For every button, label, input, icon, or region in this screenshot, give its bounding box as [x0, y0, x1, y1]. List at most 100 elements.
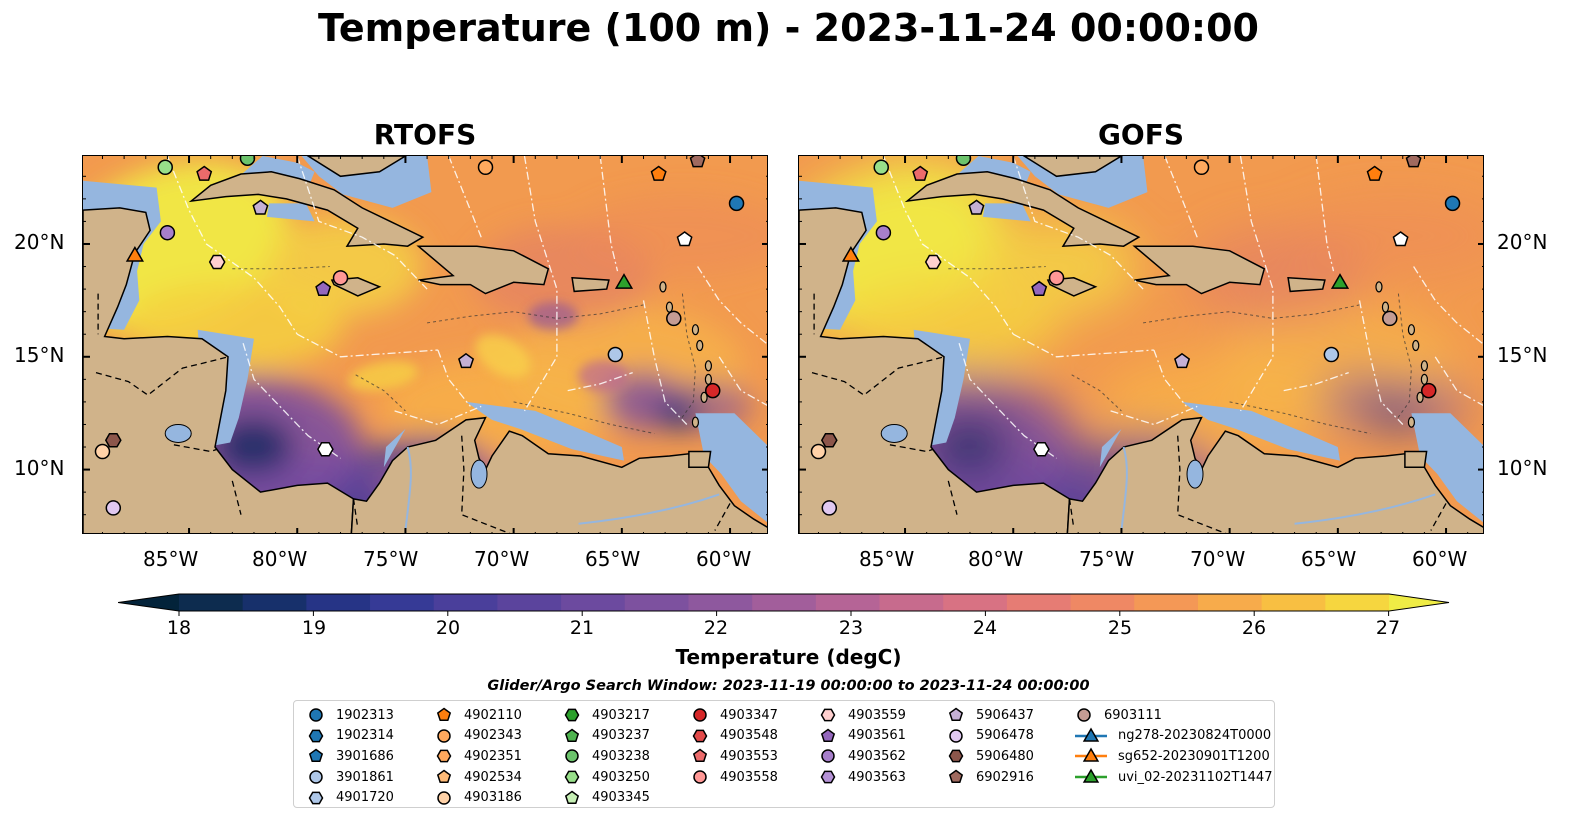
island	[1407, 324, 1416, 336]
lon-label-80w-right: 80°W	[968, 547, 1024, 571]
continental-shelf	[1411, 413, 1483, 523]
land-southAmerica	[350, 416, 767, 533]
legend-circle-icon	[437, 729, 451, 743]
island	[1375, 281, 1383, 293]
legend-item-label: ng278-20230824T0000	[1118, 728, 1272, 744]
legend-hexagon-icon	[308, 729, 324, 743]
eddy	[578, 360, 628, 392]
argo-float-marker	[317, 442, 334, 457]
legend-item: 4903563	[818, 767, 906, 788]
legend-item: 4903561	[818, 726, 906, 747]
bathymetry-contour	[1071, 374, 1122, 412]
island	[704, 373, 713, 385]
land-southAmerica	[1066, 416, 1483, 533]
colorbar-segment	[815, 594, 881, 611]
argo-float-marker	[821, 500, 838, 516]
eez-boundary	[1164, 156, 1198, 238]
legend-item: 1902313	[306, 705, 394, 726]
legend-item: 5906480	[946, 746, 1034, 767]
eez-boundary	[1012, 333, 1154, 358]
map-panel-rtofs[interactable]	[82, 155, 768, 534]
glider-marker	[614, 273, 634, 289]
legend-marker-icon	[948, 707, 964, 722]
axis-ticks	[799, 156, 1483, 533]
colorbar-segment	[943, 594, 1008, 611]
argo-float-marker	[1048, 270, 1065, 286]
argo-float-marker	[252, 199, 269, 215]
colorbar-tick-20: 20	[435, 617, 461, 639]
legend-item: sg652-20230901T1200	[1074, 746, 1272, 767]
argo-float-marker	[955, 156, 972, 167]
legend-item: 4903347	[690, 705, 778, 726]
colorbar-segment	[179, 594, 244, 611]
legend-item: 4903238	[562, 746, 650, 767]
lake-maracaibo	[1186, 459, 1204, 489]
land-bahamaBanks	[1022, 156, 1123, 178]
lon-label-65w-right: 65°W	[1301, 547, 1357, 571]
island	[1407, 416, 1416, 428]
glider-marker	[1330, 273, 1350, 289]
legend-marker-icon	[565, 749, 579, 764]
argo-float-marker	[666, 310, 682, 327]
legend-marker-icon	[308, 749, 324, 763]
map-panel-gofs[interactable]	[798, 155, 1484, 534]
legend-marker-icon	[820, 708, 836, 722]
island	[691, 416, 700, 428]
argo-float-marker	[1405, 156, 1422, 168]
eez-boundary	[1012, 156, 1144, 290]
eez-boundary	[437, 349, 471, 407]
bathymetry-contour	[1143, 304, 1360, 324]
legend-item-label: 5906480	[976, 748, 1034, 764]
legend-item: 4902351	[434, 746, 522, 767]
bathymetry-contour	[513, 401, 655, 434]
eez-boundary	[1239, 156, 1274, 412]
argo-float-marker	[104, 433, 122, 448]
legend-marker-icon	[692, 729, 708, 743]
colorbar-segment	[624, 594, 690, 611]
legend-circle-icon	[821, 749, 835, 764]
legend-column: 4903217 4903237 4903238 4903250 4903345	[562, 705, 650, 808]
colorbar-segment	[752, 594, 817, 611]
lat-label-15n-right: 15°N	[1497, 343, 1548, 367]
lon-label-85w-left: 85°W	[143, 547, 199, 571]
legend-item-label: 4903347	[720, 707, 778, 723]
legend-item: 6902916	[946, 767, 1034, 788]
legend-marker-icon	[564, 708, 580, 722]
colorbar-segment	[1325, 594, 1390, 611]
argo-float-marker	[968, 199, 985, 215]
colorbar-gradient	[117, 593, 1450, 616]
legend-circle-icon	[693, 708, 707, 723]
legend-marker-icon	[693, 708, 707, 723]
legend-item-label: 5906478	[976, 728, 1034, 744]
legend-item: 5906478	[946, 726, 1034, 747]
legend-marker-icon	[1075, 747, 1107, 763]
legend-column: 4902110 4902343 4902351 4902534 4903186	[434, 705, 522, 808]
legend-marker-icon	[820, 728, 836, 742]
argo-float-marker	[458, 352, 475, 369]
colorbar-min-extend	[118, 594, 179, 611]
legend-marker-icon	[308, 791, 324, 805]
continental-shelf	[982, 203, 1031, 222]
eddy	[348, 360, 418, 392]
legend-item: 4902534	[434, 767, 522, 788]
axis-ticks	[83, 156, 767, 533]
country-border	[173, 444, 218, 453]
legend-marker-icon	[309, 770, 323, 784]
eez-boundary	[1110, 405, 1198, 426]
eez-boundary	[1153, 349, 1187, 407]
panel-title-rtofs: RTOFS	[373, 118, 477, 151]
island	[1420, 373, 1429, 385]
legend-column: 1902313 1902314 3901686 3901861 4901720	[306, 705, 394, 808]
argo-float-marker	[1382, 310, 1398, 327]
legend-hexagon-icon	[820, 708, 836, 722]
island	[691, 324, 700, 336]
legend-marker-icon	[1077, 708, 1091, 723]
legend-item-label: 4903548	[720, 728, 778, 744]
river	[1120, 446, 1128, 531]
colorbar-max-extend	[1389, 594, 1449, 611]
argo-float-marker	[728, 195, 745, 212]
island	[704, 360, 713, 372]
lat-label-20n-right: 20°N	[1497, 230, 1548, 254]
river	[1294, 493, 1436, 525]
legend-item: 3901861	[306, 767, 394, 788]
